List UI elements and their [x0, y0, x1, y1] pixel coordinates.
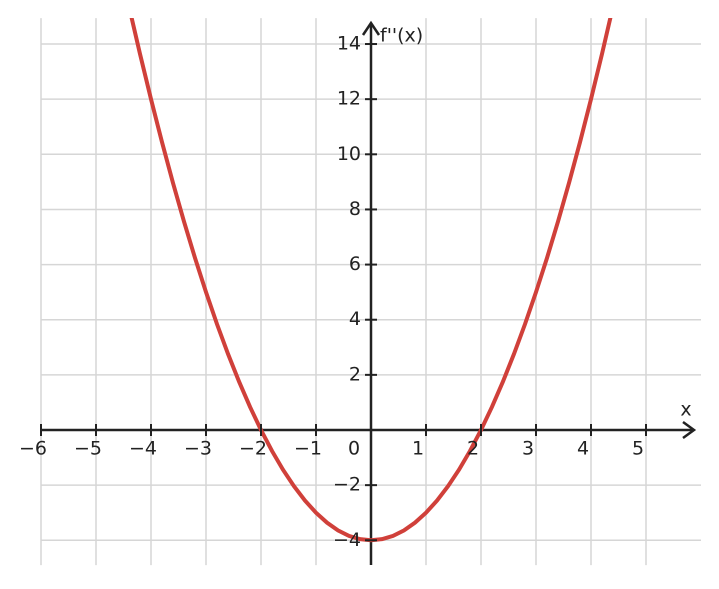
x-tick-label: −5 — [74, 438, 102, 460]
x-arrow — [682, 420, 697, 440]
x-tick-label: 1 — [412, 438, 424, 460]
x-tick-label: −4 — [129, 438, 157, 460]
y-tick-label: 14 — [337, 33, 361, 55]
x-axis-label: x — [680, 399, 691, 421]
x-tick-label: −2 — [239, 438, 267, 460]
y-tick-label: 8 — [349, 198, 361, 220]
x-tick-label: 3 — [522, 438, 534, 460]
x-tick-label: −6 — [19, 438, 47, 460]
x-tick-label: 2 — [467, 438, 479, 460]
y-arrow — [361, 20, 381, 36]
y-tick-label: 12 — [337, 88, 361, 110]
y-tick-label: −4 — [333, 529, 361, 551]
y-tick-label: 2 — [349, 363, 361, 385]
x-tick-label: 4 — [577, 438, 589, 460]
x-tick-label: −1 — [294, 438, 322, 460]
x-tick-label: 0 — [348, 438, 360, 460]
x-tick-label: −3 — [184, 438, 212, 460]
y-tick-label: 6 — [349, 253, 361, 275]
y-tick-label: 10 — [337, 143, 361, 165]
y-axis-label: f''(x) — [380, 25, 423, 47]
x-tick-label: 5 — [632, 438, 644, 460]
y-tick-label: −2 — [333, 474, 361, 496]
y-tick-label: 4 — [349, 308, 361, 330]
